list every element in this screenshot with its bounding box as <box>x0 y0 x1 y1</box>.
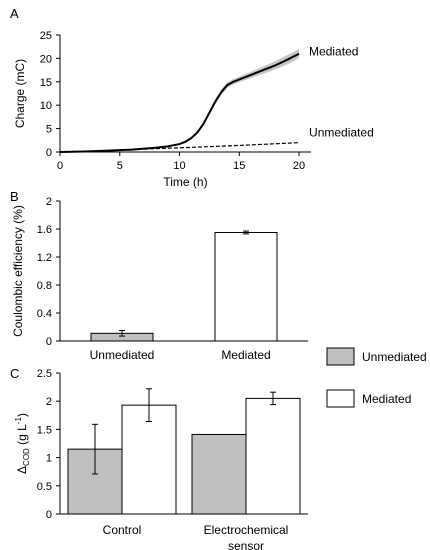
y-tick-label: 2 <box>46 396 52 408</box>
y-axis-title-part: -1 <box>14 416 23 424</box>
x-tick-label: 0 <box>57 160 63 172</box>
series-label-unmediated: Unmediated <box>309 126 374 140</box>
panel-c-legend: Unmediated Mediated <box>326 347 427 408</box>
y-axis-title-part: COD <box>22 448 31 466</box>
y-tick-label: 0.4 <box>37 308 52 320</box>
panel-b-bar-chart: B 0 0.4 0.8 1.2 1.6 2 Coulombic efficiency (%) U… <box>10 189 308 362</box>
y-axis-title: Charge (mC) <box>13 59 27 128</box>
y-tick-label: 2 <box>46 196 52 208</box>
y-tick-label: 0 <box>46 509 52 521</box>
category-label: Control <box>103 523 142 537</box>
y-tick-label: 1.2 <box>37 252 52 264</box>
legend-label-unmediated: Unmediated <box>362 350 427 364</box>
panel-a-line-chart: A 0 5 10 15 20 25 0 5 10 15 20 Time (h) Charge (mC) Me… <box>10 6 374 189</box>
y-tick-label: 1.5 <box>37 424 52 436</box>
category-label: Electrochemical <box>204 523 289 537</box>
series-line-mediated <box>59 52 300 153</box>
y-axis-title-part: Δ <box>15 466 29 474</box>
y-tick-label: 0 <box>46 147 52 159</box>
bar-mediated <box>214 232 278 342</box>
y-tick-label: 5 <box>46 124 52 136</box>
y-tick-label: 1 <box>46 453 52 465</box>
y-axis-title: ΔCOD (g L-1) <box>14 413 31 474</box>
y-tick-label: 15 <box>40 77 52 89</box>
bar-mediated-1 <box>121 404 177 515</box>
y-axis-title: Coulombic efficiency (%) <box>11 205 25 337</box>
x-axis-title: Time (h) <box>163 175 207 189</box>
legend-label-mediated: Mediated <box>362 392 411 406</box>
category-label: Mediated <box>221 348 270 362</box>
y-axis-title-part: (g L <box>15 424 29 448</box>
y-tick-label: 1.6 <box>37 224 52 236</box>
x-tick-label: 15 <box>233 160 245 172</box>
legend-swatch-mediated <box>326 389 355 408</box>
y-tick-label: 0.5 <box>37 481 52 493</box>
panel-c-grouped-bar-chart: C 0 0.5 1 1.5 2 2.5 ΔCOD (g L-1) Control Electroc… <box>10 366 308 550</box>
y-tick-label: 25 <box>40 30 52 42</box>
x-tick-label: 5 <box>117 160 123 172</box>
bar-unmediated-2 <box>191 433 247 515</box>
y-axis-title-part: ) <box>15 413 29 417</box>
category-label: sensor <box>228 539 264 550</box>
y-tick-label: 2.5 <box>37 368 52 380</box>
panel-label: A <box>10 6 19 21</box>
legend-swatch-unmediated <box>326 347 355 366</box>
category-label: Unmediated <box>90 348 155 362</box>
y-tick-label: 0.8 <box>37 280 52 292</box>
series-band-mediated <box>60 49 300 152</box>
bar-mediated-2 <box>245 397 301 515</box>
panel-label: C <box>10 366 19 381</box>
panel-label: B <box>10 189 19 204</box>
y-tick-label: 10 <box>40 100 52 112</box>
y-tick-label: 20 <box>40 53 52 65</box>
series-label-mediated: Mediated <box>309 45 358 59</box>
x-tick-label: 20 <box>293 160 305 172</box>
x-tick-label: 10 <box>173 160 185 172</box>
series-line-unmediated <box>59 142 300 153</box>
y-tick-label: 0 <box>46 336 52 348</box>
